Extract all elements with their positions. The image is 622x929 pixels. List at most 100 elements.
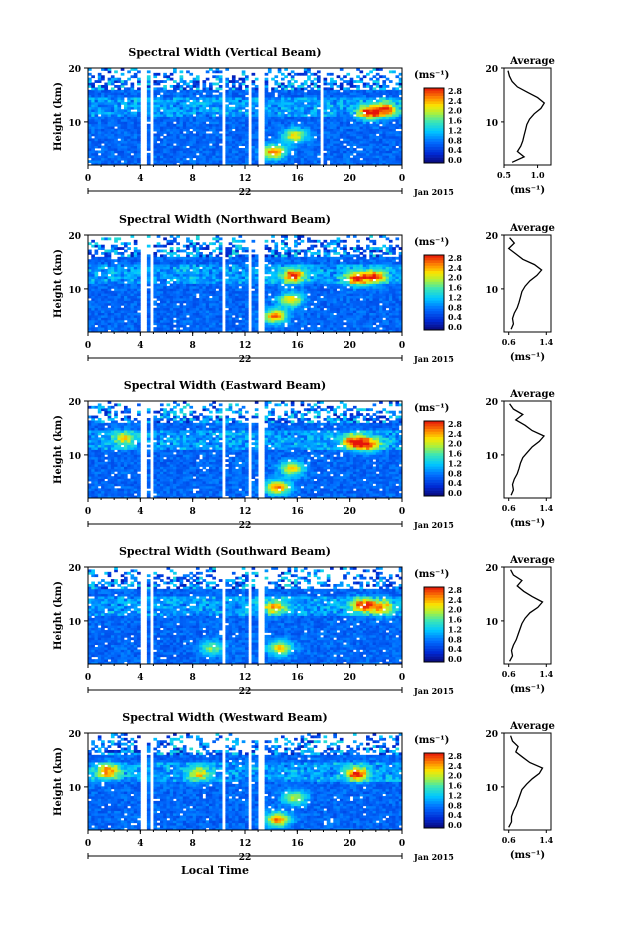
heatmap-cell — [255, 124, 259, 127]
heatmap-cell — [307, 95, 311, 98]
heatmap-cell — [324, 80, 328, 83]
heatmap-cell — [163, 114, 167, 117]
heatmap-cell — [225, 117, 229, 120]
heatmap-cell — [310, 141, 314, 144]
heatmap-cell — [137, 274, 141, 277]
heatmap-cell — [104, 133, 108, 136]
heatmap-cell — [288, 109, 292, 112]
heatmap-cell — [242, 107, 246, 110]
heatmap-cell — [167, 109, 171, 112]
heatmap-cell — [225, 269, 229, 272]
heatmap-cell — [389, 131, 393, 134]
heatmap-cell — [206, 267, 210, 270]
heatmap-cell — [301, 95, 305, 98]
heatmap-cell — [252, 107, 256, 110]
colorbar-swatch — [424, 120, 444, 123]
heatmap-cell — [373, 107, 377, 110]
heatmap-cell — [186, 271, 190, 274]
heatmap-cell — [196, 310, 200, 313]
heatmap-cell — [121, 112, 125, 115]
heatmap-cell — [229, 87, 233, 90]
heatmap-cell — [167, 112, 171, 115]
heatmap-cell — [101, 327, 105, 330]
heatmap-cell — [180, 141, 184, 144]
heatmap-cell — [104, 90, 108, 93]
heatmap-cell — [265, 247, 269, 250]
heatmap-cell — [271, 313, 275, 316]
heatmap-cell — [238, 124, 242, 127]
heatmap-cell — [199, 305, 203, 308]
heatmap-cell — [337, 121, 341, 124]
heatmap-cell — [124, 298, 128, 301]
heatmap-cell — [121, 124, 125, 127]
heatmap-cell — [88, 160, 92, 163]
heatmap-cell — [278, 291, 282, 294]
date-label: Jan 2015 — [413, 187, 454, 197]
heatmap-cell — [225, 293, 229, 296]
heatmap-cell — [121, 143, 125, 146]
heatmap-cell — [163, 237, 167, 240]
heatmap-cell — [206, 148, 210, 151]
heatmap-cell — [216, 254, 220, 257]
heatmap-cell — [294, 117, 298, 120]
heatmap-cell — [180, 300, 184, 303]
heatmap-cell — [216, 102, 220, 105]
heatmap-cell — [170, 242, 174, 245]
heatmap-cell — [88, 252, 92, 255]
heatmap-cell — [232, 109, 236, 112]
heatmap-cell — [274, 320, 278, 323]
heatmap-cell — [173, 114, 177, 117]
heatmap-cell — [291, 279, 295, 282]
heatmap-cell — [369, 119, 373, 122]
heatmap-cell — [337, 150, 341, 153]
heatmap-cell — [225, 97, 229, 100]
heatmap-cell — [317, 100, 321, 103]
heatmap-cell — [108, 310, 112, 313]
x-tick-label: 16 — [291, 174, 304, 184]
heatmap-cell — [346, 104, 350, 107]
heatmap-cell — [284, 109, 288, 112]
heatmap-cell — [199, 257, 203, 260]
heatmap-cell — [310, 131, 314, 134]
heatmap-cell — [291, 97, 295, 100]
heatmap-cell — [255, 284, 259, 287]
heatmap-cell — [131, 126, 135, 129]
heatmap-cell — [363, 131, 367, 134]
heatmap-cell — [124, 133, 128, 136]
heatmap-cell — [265, 97, 269, 100]
heatmap-cell — [127, 284, 131, 287]
heatmap-cell — [157, 90, 161, 93]
heatmap-cell — [183, 100, 187, 103]
heatmap-cell — [219, 155, 223, 158]
heatmap-cell — [281, 124, 285, 127]
heatmap-cell — [314, 90, 318, 93]
heatmap-cell — [111, 271, 115, 274]
heatmap-cell — [369, 117, 373, 120]
heatmap-cell — [111, 259, 115, 262]
heatmap-cell — [104, 121, 108, 124]
heatmap-cell — [288, 107, 292, 110]
heatmap-cell — [202, 264, 206, 267]
heatmap-cell — [317, 133, 321, 136]
heatmap-cell — [281, 271, 285, 274]
heatmap-cell — [88, 104, 92, 107]
heatmap-cell — [255, 117, 259, 120]
heatmap-cell — [343, 97, 347, 100]
heatmap-cell — [157, 298, 161, 301]
heatmap-cell — [242, 141, 246, 144]
heatmap-cell — [153, 114, 157, 117]
heatmap-cell — [104, 298, 108, 301]
heatmap-cell — [369, 107, 373, 110]
heatmap-cell — [291, 322, 295, 325]
heatmap-cell — [324, 153, 328, 156]
heatmap-cell — [373, 95, 377, 98]
heatmap-cell — [176, 257, 180, 260]
heatmap-cell — [167, 114, 171, 117]
heatmap-cell — [235, 95, 239, 98]
heatmap-cell — [274, 288, 278, 291]
heatmap-cell — [242, 133, 246, 136]
heatmap-cell — [104, 141, 108, 144]
heatmap-cell — [189, 133, 193, 136]
heatmap-cell — [235, 155, 239, 158]
heatmap-cell — [307, 133, 311, 136]
